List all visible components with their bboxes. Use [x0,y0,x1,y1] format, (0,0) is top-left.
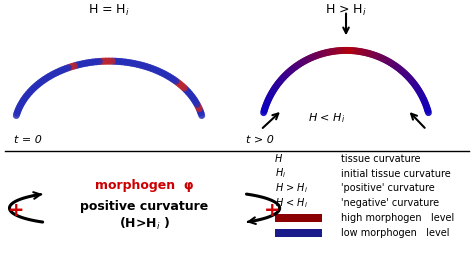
Text: t = 0: t = 0 [14,135,42,145]
Text: H = H$_i$: H = H$_i$ [88,3,130,18]
Text: low morphogen   level: low morphogen level [341,228,450,239]
Text: H > H$_i$: H > H$_i$ [325,3,367,18]
Bar [275,229,322,237]
Text: morphogen  φ: morphogen φ [95,178,194,192]
Text: tissue curvature: tissue curvature [341,154,421,163]
Bar [275,214,322,222]
Text: H > H$_{i}$: H > H$_{i}$ [275,182,308,195]
Text: H < H$_i$: H < H$_i$ [308,111,346,125]
Text: 'negative' curvature: 'negative' curvature [341,199,439,209]
Text: initial tissue curvature: initial tissue curvature [341,169,451,178]
Text: positive curvature: positive curvature [81,200,209,213]
Text: high morphogen   level: high morphogen level [341,213,455,224]
Text: H: H [275,154,283,163]
Text: 'positive' curvature: 'positive' curvature [341,184,435,193]
Text: (H>H$_i$ ): (H>H$_i$ ) [119,216,170,232]
Text: +: + [9,201,25,220]
Text: H < H$_{i}$: H < H$_{i}$ [275,196,308,210]
Text: +: + [264,201,281,220]
Text: H$_{i}$: H$_{i}$ [275,167,286,180]
Text: t > 0: t > 0 [246,135,274,145]
